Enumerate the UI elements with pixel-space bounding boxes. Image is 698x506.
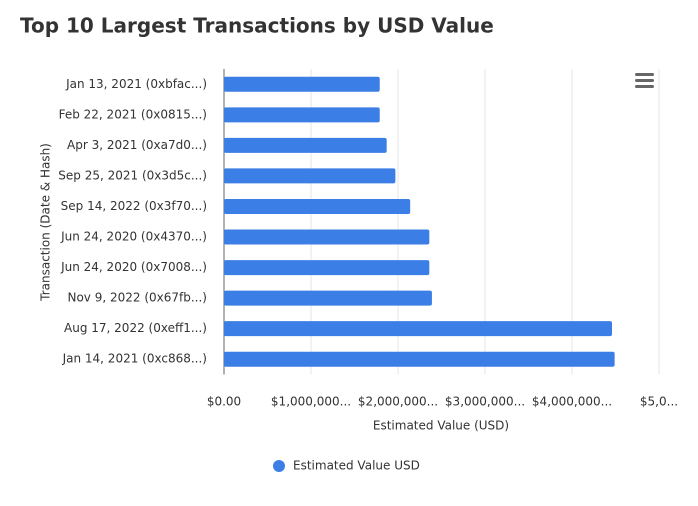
x-tick-label: $3,000,000... <box>445 395 525 409</box>
y-axis-label: Transaction (Date & Hash) <box>39 143 53 302</box>
y-tick-label: Jan 13, 2021 (0xbfac...) <box>65 77 207 91</box>
bar <box>224 290 432 306</box>
y-tick-label: Sep 25, 2021 (0x3d5c...) <box>58 168 207 182</box>
x-tick-label: $4,000,000... <box>532 395 612 409</box>
bar <box>224 351 615 367</box>
bar <box>224 229 430 245</box>
x-tick-label: $1,000,000... <box>271 395 351 409</box>
x-tick-label: $5,0... <box>640 395 678 409</box>
bar <box>224 260 430 276</box>
legend-marker <box>273 460 285 472</box>
x-axis-label: Estimated Value (USD) <box>373 419 509 433</box>
bar <box>224 168 396 184</box>
bar <box>224 321 613 337</box>
chart-title: Top 10 Largest Transactions by USD Value <box>20 14 494 38</box>
y-tick-label: Nov 9, 2022 (0x67fb...) <box>67 291 207 305</box>
x-tick-label: $2,000,000... <box>358 395 438 409</box>
y-tick-label: Apr 3, 2021 (0xa7d0...) <box>67 138 207 152</box>
menu-icon[interactable] <box>635 73 654 88</box>
legend-label: Estimated Value USD <box>293 459 420 473</box>
bar <box>224 137 387 153</box>
bar <box>224 76 380 92</box>
y-tick-label: Aug 17, 2022 (0xeff1...) <box>64 321 207 335</box>
x-tick-label: $0.00 <box>207 395 241 409</box>
y-tick-label: Jun 24, 2020 (0x4370...) <box>60 230 207 244</box>
bar <box>224 107 380 123</box>
bar <box>224 198 411 214</box>
y-tick-label: Jun 24, 2020 (0x7008...) <box>60 260 207 274</box>
y-tick-label: Sep 14, 2022 (0x3f70...) <box>61 199 207 213</box>
y-tick-label: Jan 14, 2021 (0xc868...) <box>62 352 207 366</box>
y-tick-label: Feb 22, 2021 (0x0815...) <box>59 107 207 121</box>
